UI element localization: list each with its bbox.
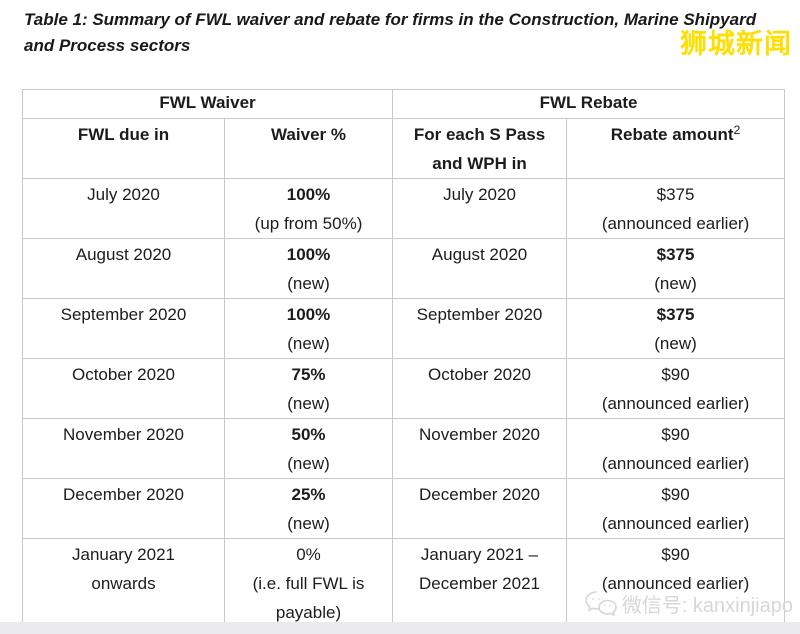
cell-waiver: 50% (new) — [223, 418, 394, 479]
cell-waiver: 25% (new) — [223, 478, 394, 539]
col-header-waiver-pct: Waiver % — [223, 118, 394, 179]
wechat-watermark-label: 微信号: kanxinjiapo — [621, 595, 793, 617]
col-header-rebate-amount: Rebate amount2 — [566, 118, 786, 179]
cell-due: October 2020 — [22, 358, 225, 419]
cell-rebate: $375 (new) — [566, 238, 786, 299]
cell-rebate: $90 (announced earlier) — [566, 358, 786, 419]
col-header-fwl-due-in: FWL due in — [22, 118, 225, 179]
fwl-waiver-rebate-table: FWL Waiver FWL Rebate FWL due in Waiver … — [21, 89, 786, 628]
table-caption: Table 1: Summary of FWL waiver and rebat… — [24, 7, 769, 59]
table-row-december-2020: December 2020 25% (new) December 2020 $90… — [22, 478, 786, 539]
cell-month: October 2020 — [392, 358, 568, 419]
cell-rebate: $375 (announced earlier) — [566, 178, 786, 239]
cell-due: December 2020 — [22, 478, 225, 539]
footnote-marker: 2 — [733, 123, 741, 137]
group-header-fwl-waiver: FWL Waiver — [21, 89, 394, 119]
cell-due: January 2021 onwards — [22, 538, 225, 628]
table-row-september-2020: September 2020 100% (new) September 2020 … — [22, 298, 786, 359]
cell-rebate: $90 (announced earlier) — [566, 478, 786, 539]
cell-rebate: $375 (new) — [566, 298, 786, 359]
cell-due: November 2020 — [22, 418, 225, 479]
col-header-s-pass-wph: For each S Pass and WPH in — [392, 118, 568, 179]
cell-rebate: $90 (announced earlier) — [566, 418, 786, 479]
cell-month: August 2020 — [392, 238, 568, 299]
wechat-icon — [584, 590, 617, 617]
site-watermark: 狮城新闻 — [680, 29, 792, 59]
table-row-august-2020: August 2020 100% (new) August 2020 $375 (n… — [22, 238, 786, 299]
cell-month: December 2020 — [392, 478, 568, 539]
group-header-fwl-rebate: FWL Rebate — [392, 89, 786, 119]
cell-waiver: 100% (new) — [223, 238, 394, 299]
wechat-watermark: 微信号: kanxinjiapo — [584, 589, 793, 618]
caption-line-2: and Process sectors — [24, 36, 191, 55]
page-bottom-strip — [0, 622, 800, 634]
column-header-row: FWL due in Waiver % For each S Pass and W… — [22, 118, 786, 179]
cell-waiver: 0% (i.e. full FWL is payable) — [223, 538, 394, 628]
cell-month: November 2020 — [392, 418, 568, 479]
group-header-row: FWL Waiver FWL Rebate — [21, 89, 786, 119]
cell-month: July 2020 — [392, 178, 568, 239]
cell-waiver: 100% (up from 50%) — [223, 178, 394, 239]
cell-waiver: 100% (new) — [223, 298, 394, 359]
cell-month: September 2020 — [392, 298, 568, 359]
cell-due: August 2020 — [22, 238, 225, 299]
table-row-november-2020: November 2020 50% (new) November 2020 $90… — [22, 418, 786, 479]
table-row-july-2020: July 2020 100% (up from 50%) July 2020 $3… — [22, 178, 786, 239]
table-row-october-2020: October 2020 75% (new) October 2020 $90 (a… — [22, 358, 786, 419]
cell-due: September 2020 — [22, 298, 225, 359]
caption-line-1: Table 1: Summary of FWL waiver and rebat… — [24, 10, 757, 29]
cell-month: January 2021 – December 2021 — [392, 538, 568, 628]
cell-waiver: 75% (new) — [223, 358, 394, 419]
cell-due: July 2020 — [22, 178, 225, 239]
